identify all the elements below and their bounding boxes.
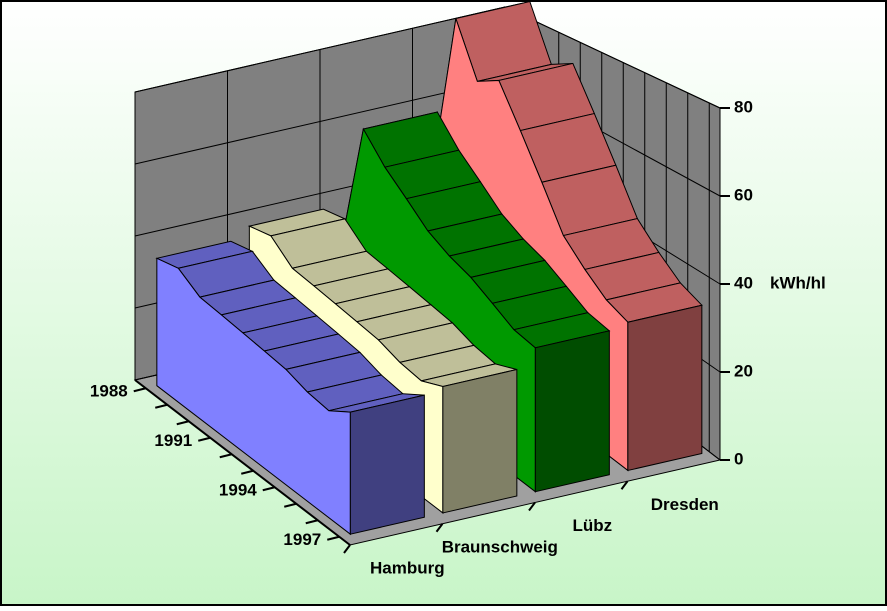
series-tick (435, 523, 444, 533)
x-tick (198, 436, 211, 442)
y-tick-label: 60 (734, 185, 753, 204)
ribbon-front (534, 330, 610, 493)
x-tick (241, 469, 254, 475)
x-axis (134, 379, 351, 546)
x-tick (284, 502, 297, 508)
series-tick (620, 480, 629, 490)
x-tick (305, 519, 318, 525)
x-tick-label: 1988 (90, 382, 128, 401)
x-tick (262, 486, 275, 492)
x-tick-label: 1991 (154, 431, 192, 450)
y-axis-label: kWh/hl (770, 273, 826, 292)
y-tick-label: 0 (734, 449, 743, 468)
x-tick-label: 1994 (219, 481, 257, 500)
x-tick (327, 535, 340, 541)
series-label: Dresden (651, 495, 719, 514)
y-tick-label: 40 (734, 273, 753, 292)
series-tick (528, 501, 536, 512)
y-tick-label: 80 (734, 97, 753, 116)
x-tick-label: 1997 (283, 530, 321, 549)
y-tick-label: 20 (734, 361, 753, 380)
series-label: Braunschweig (442, 537, 558, 556)
ribbon-front (442, 368, 518, 514)
series-label: Hamburg (370, 559, 445, 578)
x-tick (176, 420, 189, 426)
ribbon-front (349, 394, 425, 535)
x-tick (219, 453, 232, 459)
ribbon-front (627, 304, 703, 472)
series-label: Lübz (572, 516, 612, 535)
series-tick (343, 544, 351, 554)
x-tick (133, 387, 146, 393)
x-tick (155, 403, 168, 409)
